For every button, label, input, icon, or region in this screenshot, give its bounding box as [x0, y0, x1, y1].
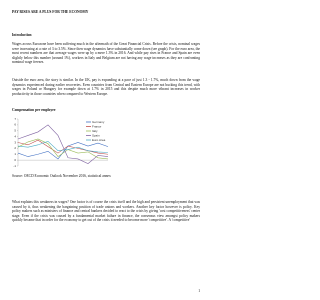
legend-label: Spain: [92, 133, 100, 137]
line: [17, 140, 109, 153]
legend-label: Euro Area: [92, 138, 106, 142]
paragraph: Wages across Eurozone have been sufferin…: [12, 42, 200, 65]
y-tick-label: 1: [14, 152, 16, 156]
y-tick-label: -1: [13, 164, 16, 168]
legend-label: France: [92, 124, 102, 128]
line: [17, 139, 109, 155]
heading: Compensation per employee: [12, 108, 56, 112]
paragraph: What explains this weakness in wages? On…: [12, 200, 200, 223]
y-tick-label: 2: [14, 146, 16, 150]
source: Source: OECD Economic Outlook November 2…: [12, 174, 111, 178]
paragraph: Outside the euro area, the story is simi…: [12, 78, 200, 96]
line: [17, 124, 109, 165]
legend-label: Germany: [92, 120, 105, 124]
y-tick-label: 4: [14, 134, 16, 138]
y-tick-label: 5: [14, 129, 16, 133]
y-tick-label: 0: [14, 158, 16, 162]
legend-label: Italy: [92, 129, 98, 133]
title: PAY RISES ARE A PLUS FOR THE ECONOMY: [12, 10, 89, 14]
page-number: 1: [198, 289, 200, 293]
line: [17, 142, 109, 160]
page: {"title":"PAY RISES ARE A PLUS FOR THE E…: [12, 10, 200, 293]
y-tick-label: 6: [14, 123, 16, 127]
y-tick-label: 3: [14, 140, 16, 144]
y-tick-label: 7: [14, 117, 16, 121]
heading: Introduction: [12, 33, 32, 37]
line: [17, 138, 109, 160]
